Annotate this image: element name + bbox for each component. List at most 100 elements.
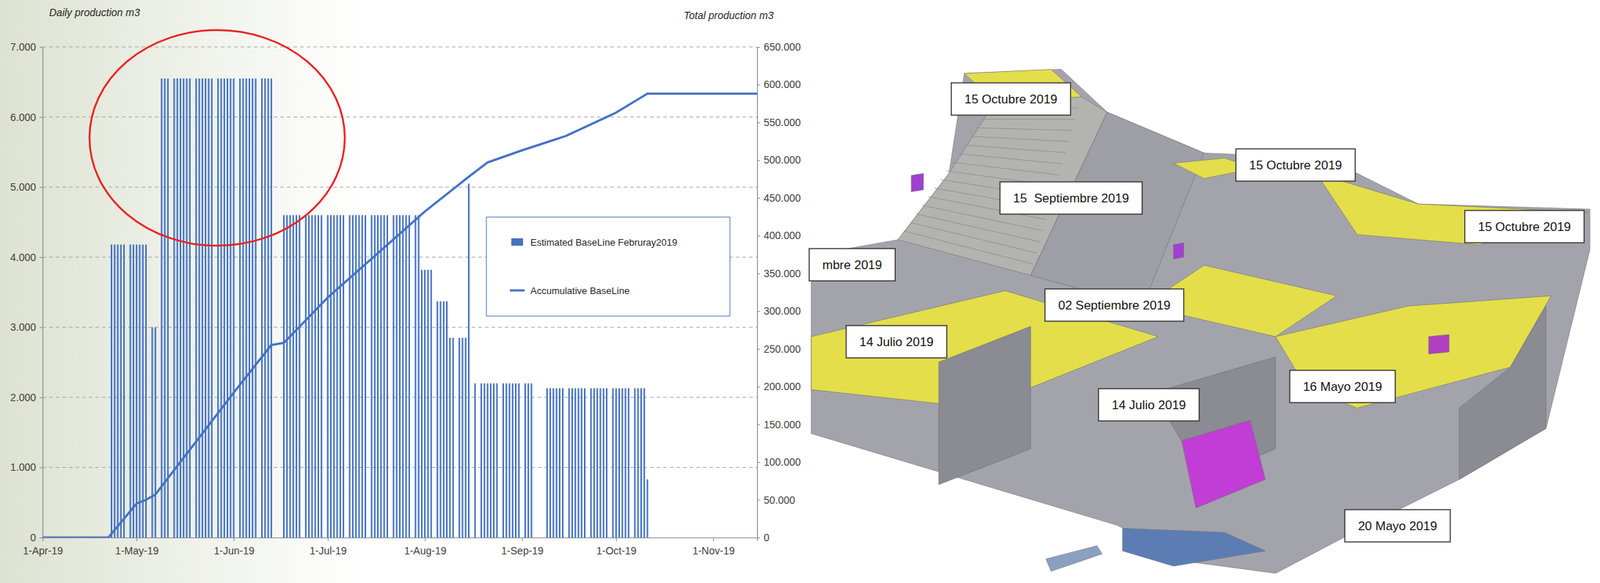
bar — [605, 388, 608, 538]
bar — [333, 214, 335, 538]
bar — [349, 214, 351, 538]
bar — [502, 383, 504, 538]
date-label-text: 14 Julio 2019 — [859, 335, 934, 350]
bar — [154, 327, 157, 538]
bar — [418, 214, 420, 538]
bar — [352, 214, 354, 538]
bar — [129, 245, 132, 538]
bar — [621, 388, 623, 538]
tick-label: 650.000 — [763, 41, 802, 53]
bar — [330, 214, 332, 538]
bar — [211, 78, 213, 538]
date-label-box — [999, 181, 1143, 215]
bar — [424, 269, 426, 538]
line — [42, 93, 758, 538]
tick-mark — [424, 537, 426, 542]
legend-label: Estimated BaseLine Februray2019 — [530, 236, 678, 248]
tick: 200.000 — [757, 380, 802, 393]
tick-mark — [757, 311, 761, 312]
date-label: 15 Octubre 2019 — [1465, 210, 1585, 243]
bar — [559, 388, 561, 538]
model-face — [911, 173, 924, 192]
date-label: 15 Octubre 2019 — [1236, 148, 1356, 182]
bar — [627, 388, 630, 538]
tick-label: 550.000 — [763, 116, 802, 129]
date-label-box — [1344, 509, 1451, 543]
model-hatch — [952, 162, 1060, 175]
bar — [374, 214, 376, 538]
bar — [618, 388, 620, 538]
tick-label: 600.000 — [763, 78, 802, 91]
tick-mark — [713, 537, 714, 542]
bar — [254, 78, 257, 538]
tick-label: 1-Jun-19 — [213, 545, 254, 557]
model-face — [1122, 528, 1266, 567]
legend-label: Accumulative BaseLine — [530, 285, 630, 297]
bar — [637, 388, 639, 538]
tick-mark — [39, 257, 43, 259]
date-label-text: mbre 2019 — [822, 258, 882, 273]
tick: 0 — [30, 531, 43, 544]
bar — [583, 388, 586, 538]
tick: 1-Aug-19 — [404, 537, 447, 557]
tick: 1-Oct-19 — [596, 537, 637, 557]
tick: 550.000 — [757, 116, 802, 129]
tick-mark — [39, 397, 43, 399]
bar — [546, 388, 549, 538]
bar — [593, 388, 595, 538]
bar — [185, 78, 188, 538]
date-label-box — [809, 248, 896, 281]
legend-swatch — [511, 238, 524, 246]
bar — [189, 78, 191, 538]
bar — [317, 214, 320, 538]
y-axis: 01.0002.0003.0004.0005.0006.0007.000 — [10, 41, 44, 544]
model-face — [1173, 242, 1185, 259]
bar — [408, 214, 411, 538]
bar — [505, 383, 507, 538]
tick-mark — [757, 84, 761, 86]
grid-line — [42, 187, 758, 188]
tick-label: 500.000 — [763, 154, 802, 166]
date-label-box — [1465, 210, 1585, 243]
tick-mark — [136, 537, 138, 542]
tick-mark — [757, 122, 761, 124]
bar — [314, 214, 317, 538]
tick-label: 1.000 — [10, 461, 36, 474]
bar — [229, 78, 232, 538]
bar — [446, 301, 448, 538]
bar — [421, 269, 423, 538]
tick-label: 50.000 — [763, 494, 796, 507]
bar — [468, 183, 470, 538]
model-face — [811, 69, 1590, 574]
bar — [320, 214, 323, 538]
tick-label: 3.000 — [10, 321, 36, 334]
date-label-text: 14 Julio 2019 — [1111, 398, 1186, 413]
bar — [568, 388, 571, 538]
date-label-text: 20 Mayo 2019 — [1357, 519, 1438, 534]
bar — [327, 214, 329, 538]
tick-label: 1-Nov-19 — [692, 545, 736, 557]
date-label-text: 15 Octubre 2019 — [964, 92, 1058, 107]
tick-mark — [327, 537, 329, 542]
tick-label: 0 — [763, 531, 770, 544]
bar — [308, 214, 310, 538]
bar — [596, 388, 598, 538]
model-background — [809, 0, 1600, 583]
tick-mark — [39, 537, 43, 539]
date-label-text: 15 Octubre 2019 — [1478, 220, 1572, 235]
model-face — [1316, 173, 1588, 245]
bar — [270, 78, 273, 538]
tick-mark — [757, 159, 761, 161]
tick: 150.000 — [757, 418, 802, 431]
axis-line — [39, 47, 44, 539]
date-label-box — [1044, 289, 1184, 322]
bar — [448, 338, 451, 538]
bar — [458, 338, 460, 538]
model-hatch — [958, 154, 1063, 165]
bar — [402, 214, 404, 538]
tick: 100.000 — [757, 456, 802, 469]
bar — [289, 214, 291, 538]
tick-label: 450.000 — [763, 192, 802, 204]
bar — [267, 78, 270, 538]
tick-label: 6.000 — [10, 111, 36, 124]
